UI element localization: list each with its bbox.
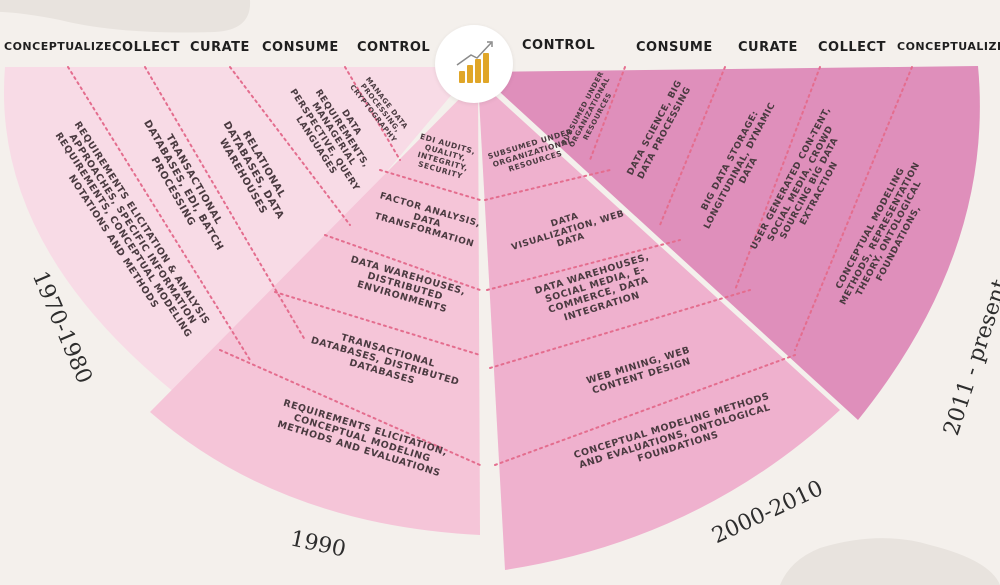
divider-1990-d [219, 349, 481, 466]
sector-2011-present [478, 66, 980, 420]
header-left-control: CONTROL [357, 40, 431, 55]
divider-1990-b [324, 234, 481, 291]
header-right-conceptualize: CONCEPTUALIZE [897, 40, 1000, 53]
sector-1990 [150, 80, 480, 535]
sector-2000-2010 [478, 80, 840, 570]
header-right-collect: COLLECT [818, 40, 886, 55]
header-left-collect: COLLECT [112, 40, 180, 55]
header-right-curate: CURATE [738, 40, 798, 55]
header-left-curate: CURATE [190, 40, 250, 55]
category-dividers [67, 66, 913, 466]
divider-2011-a [589, 66, 626, 161]
divider-2011-c [734, 66, 821, 291]
growth-chart-icon [435, 25, 513, 103]
divider-1990-a [379, 169, 481, 201]
divider-1970-d [344, 66, 401, 161]
divider-1990-c [274, 291, 481, 356]
background-blob-right [780, 538, 1000, 585]
sector-1970-1980 [3, 67, 475, 405]
header-left-consume: CONSUME [262, 40, 339, 55]
divider-1970-a [67, 66, 251, 361]
background-blob-left [0, 0, 251, 33]
divider-2000-d [494, 354, 796, 466]
header-left-conceptualize: CONCEPTUALIZE [4, 40, 112, 53]
divider-2011-b [659, 66, 726, 226]
growth-chart-icon-graphic [456, 41, 493, 83]
header-right-consume: CONSUME [636, 40, 713, 55]
divider-1970-b [144, 66, 306, 341]
divider-2000-a [484, 169, 611, 201]
header-right-control: CONTROL [522, 38, 596, 53]
